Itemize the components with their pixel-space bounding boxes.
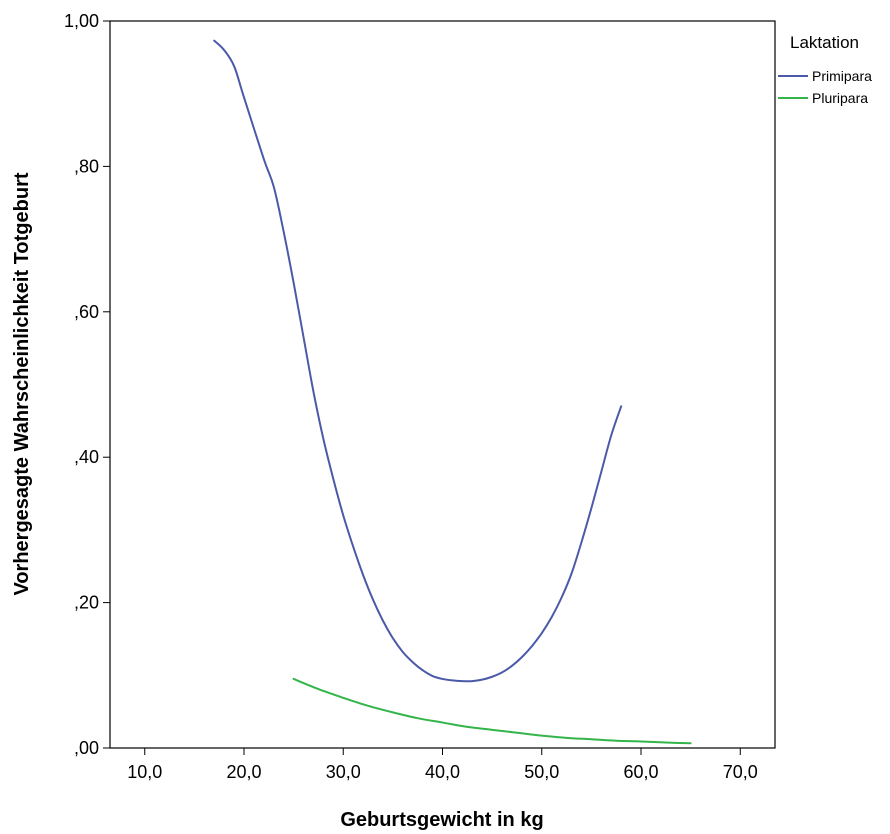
y-tick-label: ,40 (74, 447, 99, 467)
y-tick-label: ,60 (74, 302, 99, 322)
y-tick-label: ,80 (74, 156, 99, 176)
y-tick-label: 1,00 (64, 11, 99, 31)
y-tick-label: ,20 (74, 593, 99, 613)
x-tick-label: 50,0 (524, 762, 559, 782)
legend-label-pluripara: Pluripara (812, 90, 868, 106)
x-tick-label: 40,0 (425, 762, 460, 782)
series-line-primipara (213, 39, 623, 683)
series-line-pluripara (292, 677, 692, 745)
y-axis-ticks: ,00 ,20 ,40 ,60 ,80 1,00 (64, 11, 110, 758)
x-tick-label: 30,0 (326, 762, 361, 782)
x-tick-label: 10,0 (127, 762, 162, 782)
legend-title: Laktation (790, 33, 859, 52)
series-layer (213, 39, 692, 745)
plot-area (109, 20, 776, 749)
x-tick-label: 60,0 (623, 762, 658, 782)
legend: Primipara Pluripara (778, 68, 872, 106)
x-tick-label: 20,0 (226, 762, 261, 782)
x-axis-ticks: 10,0 20,0 30,0 40,0 50,0 60,0 70,0 (127, 748, 758, 782)
y-axis-title: Vorhergesagte Wahrscheinlichkeit Totgebu… (11, 172, 33, 595)
y-tick-label: ,00 (74, 738, 99, 758)
legend-label-primipara: Primipara (812, 68, 872, 84)
x-tick-label: 70,0 (723, 762, 758, 782)
x-axis-title: Geburtsgewicht in kg (340, 809, 543, 831)
